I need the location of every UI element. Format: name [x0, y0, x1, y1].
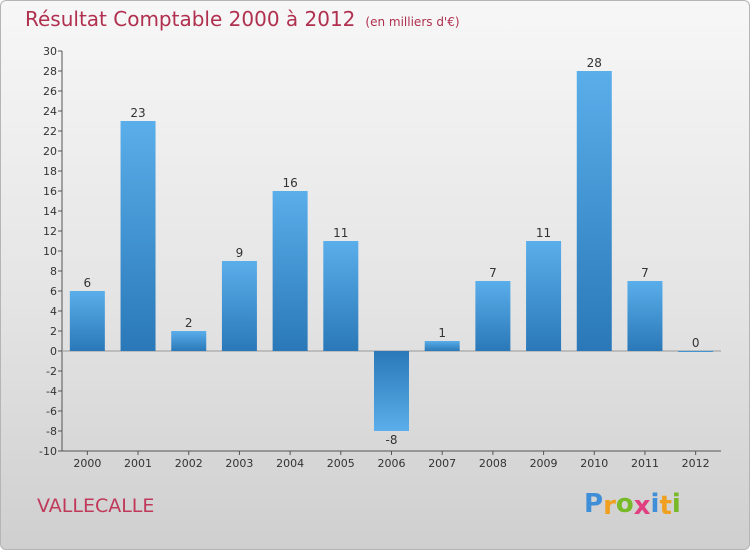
value-label-2009: 11: [536, 226, 551, 240]
x-tick-label-2011: 2011: [631, 457, 659, 470]
x-tick-label-2012: 2012: [682, 457, 710, 470]
axes: -10-8-6-4-202468101214161820222426283020…: [39, 45, 721, 470]
y-tick-label: 6: [50, 285, 57, 298]
y-tick-label: -4: [46, 385, 57, 398]
bar-2005: [323, 241, 359, 351]
logo-letter: i: [650, 489, 660, 519]
value-label-2000: 6: [84, 276, 92, 290]
value-label-2011: 7: [641, 266, 649, 280]
y-tick-label: 22: [43, 125, 57, 138]
bar-2008: [475, 281, 511, 351]
chart-title: Résultat Comptable 2000 à 2012 (en millie…: [25, 7, 460, 31]
logo-letter: t: [659, 491, 672, 521]
y-tick-label: 14: [43, 205, 57, 218]
value-labels: 6 23 2 9 16 11 -8 1 7 11 28 7 0: [84, 56, 700, 447]
y-tick-label: -10: [39, 445, 57, 458]
y-tick-label: -6: [46, 405, 57, 418]
x-tick-label-2000: 2000: [73, 457, 101, 470]
value-label-2001: 23: [130, 106, 145, 120]
value-label-2008: 7: [489, 266, 497, 280]
value-label-2003: 9: [236, 246, 244, 260]
y-tick-label: 26: [43, 85, 57, 98]
logo-letter: P: [584, 489, 604, 519]
y-tick-label: 0: [50, 345, 57, 358]
bar-2010: [576, 71, 612, 351]
unit-note: (en milliers d'€): [365, 15, 460, 29]
proxiti-logo[interactable]: Proxiti: [584, 489, 681, 521]
bar-2006: [374, 351, 409, 431]
bar-2012: [678, 351, 714, 352]
y-tick-label: -8: [46, 425, 57, 438]
value-label-2002: 2: [185, 316, 193, 330]
bars: [69, 71, 714, 431]
y-tick-label: 20: [43, 145, 57, 158]
x-tick-label-2001: 2001: [124, 457, 152, 470]
bar-2000: [69, 291, 105, 351]
x-tick-label-2003: 2003: [225, 457, 253, 470]
x-tick-label-2008: 2008: [479, 457, 507, 470]
x-tick-label-2009: 2009: [530, 457, 558, 470]
y-tick-label: -2: [46, 365, 57, 378]
y-tick-label: 30: [43, 45, 57, 58]
bar-2004: [272, 191, 308, 351]
y-tick-label: 2: [50, 325, 57, 338]
logo-letter: r: [603, 491, 616, 521]
x-tick-label-2007: 2007: [428, 457, 456, 470]
y-tick-label: 24: [43, 105, 57, 118]
y-tick-label: 18: [43, 165, 57, 178]
y-tick-label: 28: [43, 65, 57, 78]
y-tick-label: 16: [43, 185, 57, 198]
logo-letter: i: [671, 489, 681, 519]
bar-2002: [171, 331, 207, 351]
value-label-2010: 28: [587, 56, 602, 70]
bar-2007: [424, 341, 460, 351]
bar-2009: [526, 241, 562, 351]
bar-2003: [221, 261, 257, 351]
y-tick-label: 8: [50, 265, 57, 278]
x-tick-label-2002: 2002: [175, 457, 203, 470]
value-label-2004: 16: [282, 176, 297, 190]
commune-name: VALLECALLE: [37, 495, 155, 517]
bar-2001: [120, 121, 156, 351]
x-tick-label-2010: 2010: [580, 457, 608, 470]
y-tick-label: 4: [50, 305, 57, 318]
logo-letter: x: [633, 491, 651, 521]
y-tick-label: 10: [43, 245, 57, 258]
y-tick-label: 12: [43, 225, 57, 238]
x-tick-label-2005: 2005: [327, 457, 355, 470]
logo-letter: o: [615, 489, 634, 519]
bar-2011: [627, 281, 663, 351]
value-label-2005: 11: [333, 226, 348, 240]
chart-title-text: Résultat Comptable 2000 à 2012: [25, 7, 356, 31]
value-label-2006: -8: [386, 433, 398, 447]
value-label-2012: 0: [692, 336, 700, 350]
value-label-2007: 1: [438, 326, 446, 340]
x-tick-label-2004: 2004: [276, 457, 304, 470]
x-tick-label-2006: 2006: [378, 457, 406, 470]
